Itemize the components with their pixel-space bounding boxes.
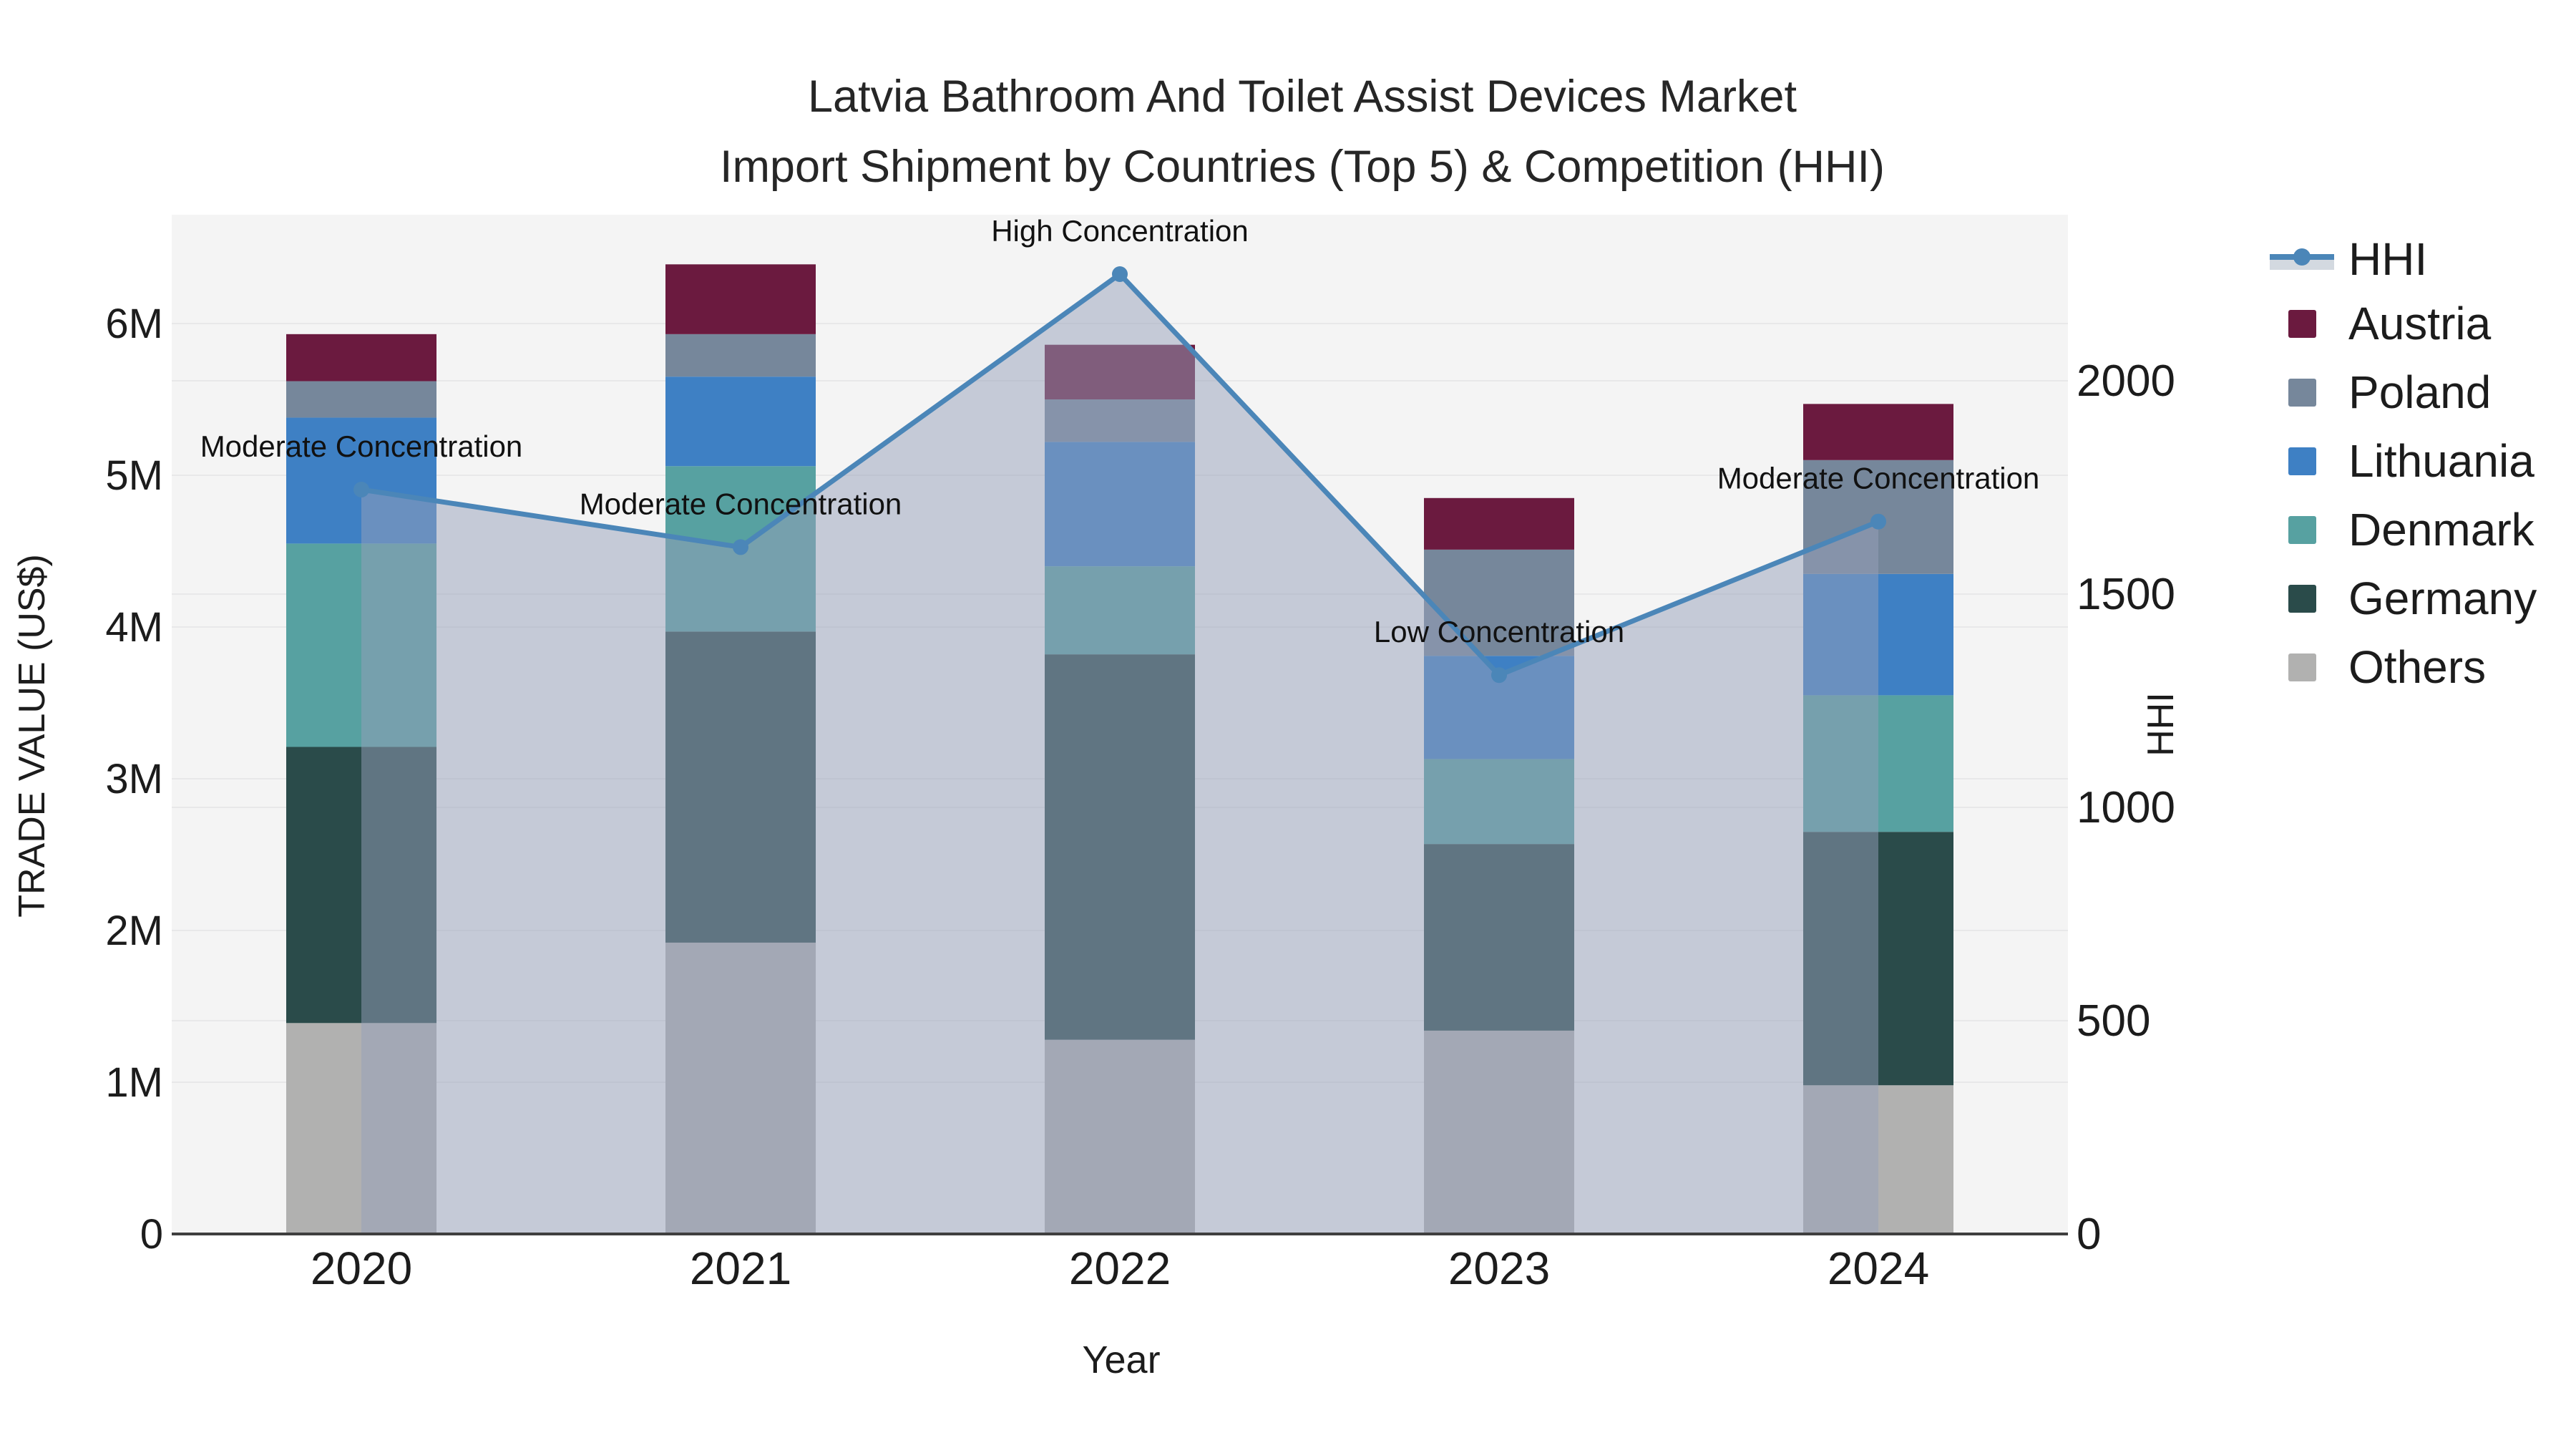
y-left-tick-4M: 4M (105, 604, 163, 651)
legend-swatch-icon (2270, 504, 2348, 555)
legend-item-austria[interactable]: Austria (2270, 298, 2491, 349)
x-tick-2022: 2022 (1069, 1243, 1171, 1294)
hhi-line-sample-icon (2270, 233, 2348, 285)
color-swatch-denmark (2288, 515, 2316, 544)
legend-label-poland: Poland (2348, 366, 2492, 418)
x-tick-2024: 2024 (1828, 1243, 1929, 1294)
x-tick-2021: 2021 (690, 1243, 791, 1294)
legend-item-germany[interactable]: Germany (2270, 573, 2537, 624)
legend-swatch-icon (2270, 435, 2348, 487)
hhi-marker-2022[interactable] (1112, 266, 1128, 282)
legend-label-austria: Austria (2348, 298, 2492, 349)
color-swatch-germany (2288, 584, 2316, 613)
bar-segment-poland-2021[interactable] (665, 334, 816, 377)
color-swatch-poland (2288, 378, 2316, 407)
legend-label-lithuania: Lithuania (2348, 435, 2534, 487)
legend-swatch-icon (2270, 641, 2348, 693)
y-left-tick-3M: 3M (105, 756, 163, 802)
x-tick-2020: 2020 (311, 1243, 412, 1294)
y-left-tick-2M: 2M (105, 908, 163, 954)
color-swatch-austria (2288, 309, 2316, 338)
legend-swatch-icon (2270, 573, 2348, 624)
color-swatch-lithuania (2288, 447, 2316, 475)
legend-label-denmark: Denmark (2348, 504, 2534, 555)
legend-item-others[interactable]: Others (2270, 641, 2486, 693)
hhi-marker-2023[interactable] (1491, 667, 1507, 684)
y-left-tick-0: 0 (140, 1211, 163, 1258)
annotation-2023: Low Concentration (1374, 615, 1624, 648)
hhi-marker-2024[interactable] (1870, 513, 1886, 530)
y-right-tick-1000: 1000 (2077, 783, 2175, 832)
y-left-axis-title: TRADE VALUE (US$) (11, 554, 53, 918)
legend-label-hhi: HHI (2348, 233, 2428, 285)
y-right-axis-title: HHI (2140, 692, 2182, 757)
y-right-tick-2000: 2000 (2077, 356, 2175, 406)
hhi-marker-2021[interactable] (733, 539, 748, 555)
y-left-tick-6M: 6M (105, 301, 163, 347)
chart-title-line2: Import Shipment by Countries (Top 5) & C… (720, 142, 1885, 192)
legend-label-germany: Germany (2348, 573, 2537, 624)
annotation-2021: Moderate Concentration (580, 487, 902, 520)
annotation-2020: Moderate Concentration (200, 429, 523, 463)
legend-label-others: Others (2348, 641, 2487, 693)
bar-segment-poland-2020[interactable] (286, 381, 436, 418)
y-left-tick-1M: 1M (105, 1059, 163, 1106)
x-tick-2023: 2023 (1448, 1243, 1550, 1294)
legend-item-lithuania[interactable]: Lithuania (2270, 435, 2534, 487)
y-right-tick-500: 500 (2077, 996, 2150, 1046)
legend-item-hhi[interactable]: HHI (2270, 233, 2427, 285)
bar-segment-lithuania-2021[interactable] (665, 376, 816, 467)
legend-swatch-icon (2270, 366, 2348, 418)
y-right-tick-1500: 1500 (2077, 570, 2175, 619)
x-axis-title: Year (1082, 1338, 1160, 1381)
color-swatch-others (2288, 653, 2316, 681)
y-right-tick-0: 0 (2077, 1210, 2101, 1259)
hhi-marker-2020[interactable] (353, 482, 369, 497)
y-left-tick-5M: 5M (105, 452, 163, 499)
legend-item-poland[interactable]: Poland (2270, 366, 2491, 418)
bar-segment-austria-2020[interactable] (286, 334, 436, 382)
annotation-2024: Moderate Concentration (1717, 462, 2040, 495)
legend-item-denmark[interactable]: Denmark (2270, 504, 2534, 555)
legend-swatch-icon (2270, 298, 2348, 349)
bar-segment-austria-2021[interactable] (665, 264, 816, 334)
bar-segment-austria-2023[interactable] (1424, 497, 1574, 550)
bar-segment-austria-2024[interactable] (1803, 404, 1953, 460)
chart-title-line1: Latvia Bathroom And Toilet Assist Device… (808, 72, 1797, 122)
hhi-area-fill (361, 274, 1878, 1234)
annotation-2022: High Concentration (991, 214, 1249, 248)
